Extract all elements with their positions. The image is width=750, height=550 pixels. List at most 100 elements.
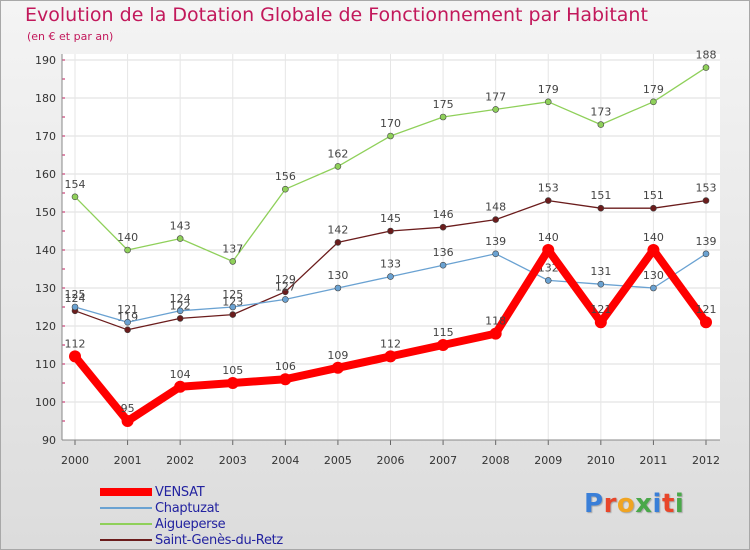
x-tick-label: 2009 xyxy=(534,454,562,467)
data-point xyxy=(702,250,710,258)
data-point xyxy=(702,64,710,71)
data-label: 173 xyxy=(590,106,611,119)
line-chart: 90 100 110 120 130 140 150 160 170 180 190 2000 2001… xyxy=(35,49,720,467)
data-point xyxy=(387,273,394,280)
data-label: 146 xyxy=(433,208,454,221)
data-label: 122 xyxy=(170,299,191,312)
data-label: 179 xyxy=(643,83,664,96)
data-label: 105 xyxy=(222,364,243,377)
legend-label-vensat: VENSAT xyxy=(155,484,205,500)
data-label: 140 xyxy=(643,231,664,244)
data-point xyxy=(489,327,502,340)
x-tick-label: 2004 xyxy=(271,454,299,467)
data-point xyxy=(437,339,450,351)
logo-letter: r xyxy=(603,489,617,519)
data-point xyxy=(492,216,499,223)
data-point xyxy=(71,193,79,201)
data-point xyxy=(650,204,657,212)
data-point xyxy=(282,288,289,296)
x-tick-label: 2003 xyxy=(219,454,247,467)
data-label: 112 xyxy=(65,337,86,350)
data-label: 177 xyxy=(485,90,506,103)
data-point xyxy=(334,163,342,170)
data-label: 104 xyxy=(170,368,191,381)
data-point xyxy=(439,261,447,269)
data-label: 129 xyxy=(275,273,296,286)
data-point xyxy=(176,307,184,315)
data-label: 140 xyxy=(117,231,138,244)
data-label: 179 xyxy=(538,83,559,96)
data-label: 115 xyxy=(433,326,454,339)
data-point xyxy=(387,132,394,140)
data-point xyxy=(544,197,552,204)
data-point xyxy=(594,316,607,329)
y-tick-label: 100 xyxy=(35,396,56,409)
data-point xyxy=(702,197,710,204)
legend-item-chaptuzat: Chaptuzat xyxy=(100,500,283,516)
data-label: 95 xyxy=(121,402,135,415)
data-label: 139 xyxy=(696,235,717,248)
data-point xyxy=(282,185,289,193)
x-tick-label: 2008 xyxy=(482,454,510,467)
data-label: 151 xyxy=(643,189,664,202)
data-label: 130 xyxy=(643,269,664,282)
data-point xyxy=(387,227,394,235)
data-point xyxy=(650,98,657,106)
data-point xyxy=(124,326,131,334)
data-label: 140 xyxy=(538,231,559,244)
data-point xyxy=(492,250,499,258)
x-tick-label: 2010 xyxy=(587,454,615,467)
y-tick-label: 190 xyxy=(35,54,56,67)
y-tick-label: 180 xyxy=(35,92,56,105)
x-tick-label: 2005 xyxy=(324,454,352,467)
data-point xyxy=(331,361,344,374)
legend-swatch-vensat xyxy=(100,488,152,496)
data-label: 136 xyxy=(433,246,454,259)
logo-letter: x xyxy=(635,489,653,519)
data-label: 153 xyxy=(538,182,559,195)
data-label: 131 xyxy=(590,265,611,278)
data-label: 124 xyxy=(170,292,191,305)
data-label: 121 xyxy=(696,303,717,316)
legend-item-saint-genes: Saint-Genès-du-Retz xyxy=(100,532,283,548)
data-label: 123 xyxy=(222,296,243,309)
data-point xyxy=(384,350,397,363)
legend-swatch-saint-genes xyxy=(100,539,152,541)
data-point xyxy=(597,280,605,288)
y-tick-label: 170 xyxy=(35,130,56,143)
chart-title: Evolution de la Dotation Globale de Fonc… xyxy=(25,4,648,26)
data-label: 143 xyxy=(170,220,191,233)
logo-letter: i xyxy=(652,489,662,519)
data-label: 137 xyxy=(222,242,243,255)
data-point xyxy=(124,318,131,326)
data-label: 121 xyxy=(590,303,611,316)
y-tick-label: 110 xyxy=(35,358,56,371)
legend-swatch-chaptuzat xyxy=(100,507,152,509)
data-point xyxy=(439,113,447,121)
logo-letter: t xyxy=(661,489,675,519)
logo-letter: P xyxy=(584,489,604,519)
data-label: 133 xyxy=(380,258,401,271)
data-label: 170 xyxy=(380,117,401,130)
logo-letter: i xyxy=(674,489,685,519)
x-tick-label: 2000 xyxy=(61,454,89,467)
data-label: 154 xyxy=(65,178,86,191)
data-label: 145 xyxy=(380,212,401,225)
data-label: 124 xyxy=(65,292,86,305)
data-label: 130 xyxy=(327,269,348,282)
data-point xyxy=(597,204,605,212)
data-label: 127 xyxy=(275,280,296,293)
data-label: 106 xyxy=(275,360,296,373)
data-label: 121 xyxy=(117,303,138,316)
legend: VENSAT Chaptuzat Aigueperse Saint-Genès-… xyxy=(100,484,283,548)
legend-swatch-aigueperse xyxy=(100,523,152,525)
data-label: 112 xyxy=(380,337,401,350)
data-label: 151 xyxy=(590,189,611,202)
data-point xyxy=(282,296,289,303)
legend-label-saint-genes: Saint-Genès-du-Retz xyxy=(155,532,283,548)
data-point xyxy=(647,244,660,256)
y-tick-label: 90 xyxy=(42,434,56,447)
x-tick-label: 2011 xyxy=(639,454,667,467)
chart-subtitle: (en € et par an) xyxy=(27,30,114,43)
data-label: 139 xyxy=(485,235,506,248)
